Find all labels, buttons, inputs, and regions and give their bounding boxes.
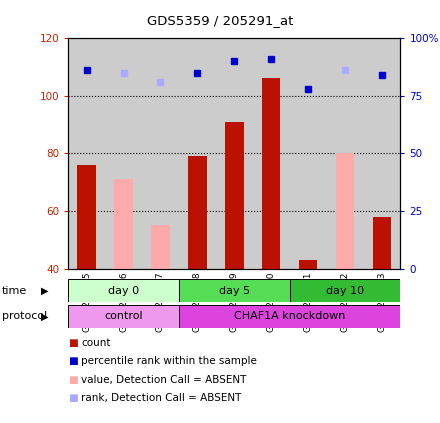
Bar xyxy=(114,179,133,269)
Text: GDS5359 / 205291_at: GDS5359 / 205291_at xyxy=(147,14,293,27)
Text: percentile rank within the sample: percentile rank within the sample xyxy=(81,356,257,366)
Text: time: time xyxy=(2,286,27,296)
Bar xyxy=(179,38,216,269)
Bar xyxy=(290,38,326,269)
Bar xyxy=(68,38,105,269)
Bar xyxy=(77,165,96,269)
Bar xyxy=(216,38,253,269)
Text: ■: ■ xyxy=(68,356,78,366)
Bar xyxy=(290,279,400,302)
Text: day 5: day 5 xyxy=(219,286,250,296)
Bar xyxy=(105,38,142,269)
Bar xyxy=(68,305,179,328)
Text: day 0: day 0 xyxy=(108,286,139,296)
Bar xyxy=(179,279,290,302)
Text: ▶: ▶ xyxy=(40,311,48,321)
Bar xyxy=(336,154,354,269)
Text: value, Detection Call = ABSENT: value, Detection Call = ABSENT xyxy=(81,375,247,385)
Bar xyxy=(151,225,170,269)
Text: ■: ■ xyxy=(68,393,78,404)
Text: CHAF1A knockdown: CHAF1A knockdown xyxy=(234,311,345,321)
Text: control: control xyxy=(104,311,143,321)
Bar xyxy=(188,156,207,269)
Bar xyxy=(225,122,243,269)
Bar xyxy=(373,217,391,269)
Bar xyxy=(326,38,363,269)
Bar xyxy=(262,78,280,269)
Text: rank, Detection Call = ABSENT: rank, Detection Call = ABSENT xyxy=(81,393,242,404)
Bar xyxy=(179,305,400,328)
Text: ■: ■ xyxy=(68,375,78,385)
Bar xyxy=(299,260,317,269)
Text: day 10: day 10 xyxy=(326,286,364,296)
Text: ■: ■ xyxy=(68,338,78,348)
Bar xyxy=(68,279,179,302)
Bar xyxy=(142,38,179,269)
Text: protocol: protocol xyxy=(2,311,48,321)
Bar xyxy=(253,38,290,269)
Text: count: count xyxy=(81,338,111,348)
Bar xyxy=(363,38,400,269)
Text: ▶: ▶ xyxy=(40,286,48,296)
